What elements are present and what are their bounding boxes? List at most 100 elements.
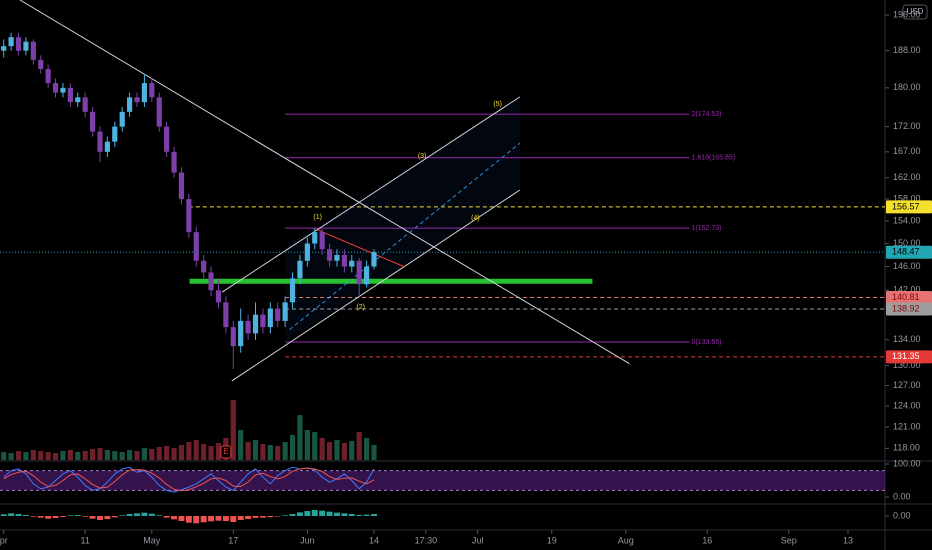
trendline [19, 0, 630, 365]
y-tick-label: 124.00 [893, 400, 921, 410]
candle-body [289, 278, 296, 303]
oscillator-band [0, 470, 885, 491]
x-tick-label: Jul [472, 535, 484, 545]
price-label-bg [886, 302, 932, 316]
histogram-bar [341, 513, 348, 516]
candle-body [252, 314, 259, 334]
candle-body [223, 302, 229, 328]
y-tick-label: 180.00 [893, 82, 921, 92]
x-tick-label: 19 [547, 535, 557, 545]
y-tick-label: 142.00 [893, 285, 921, 295]
volume-bar [1, 452, 7, 460]
histogram-bar [59, 516, 66, 517]
candle-body [8, 37, 14, 47]
histogram-bar [215, 516, 222, 521]
volume-bar [15, 451, 22, 460]
histogram-bar [208, 516, 215, 522]
x-tick-label: 16 [702, 535, 712, 545]
volume-bar [156, 447, 162, 460]
fib-label: 1(152.73) [691, 225, 721, 232]
trendline [289, 142, 521, 331]
volume-bar [171, 448, 177, 460]
price-label: 131.35 [892, 351, 920, 361]
volume-bar [215, 443, 222, 460]
volume-bar [319, 438, 325, 460]
volume-bar [363, 438, 370, 460]
volume-bar [112, 451, 118, 460]
candle-body [208, 272, 214, 291]
x-tick-label: pr [0, 535, 8, 545]
volume-bar [297, 415, 303, 460]
x-tick-label: 11 [80, 535, 89, 545]
candle-body [30, 41, 36, 60]
candle-body [178, 172, 185, 200]
volume-bar [252, 440, 259, 460]
volume-bar [349, 441, 355, 460]
histogram-bar [252, 516, 259, 518]
volume-bar [119, 452, 125, 460]
x-tick-label: 17 [228, 535, 238, 545]
volume-bar [149, 449, 155, 460]
candle-body [141, 83, 148, 103]
histogram-bar [67, 515, 74, 516]
candle-body [156, 97, 162, 127]
histogram-bar [82, 516, 89, 517]
y-tick-label: 0.00 [893, 510, 911, 520]
y-tick-label: 150.00 [893, 238, 921, 248]
y-tick-label: 130.00 [893, 360, 921, 370]
candle-body [304, 243, 310, 261]
volume-bar [238, 430, 244, 460]
candle-body [275, 308, 281, 321]
wave-label: (1) [313, 214, 322, 221]
price-label-bg [886, 350, 932, 364]
candle-body [112, 126, 118, 142]
histogram-bar [371, 514, 377, 516]
histogram-bar [245, 516, 252, 519]
candle-body [297, 260, 303, 279]
histogram-bar [104, 516, 111, 519]
volume-bar [60, 451, 66, 460]
histogram-bar [319, 510, 326, 516]
histogram-bar [0, 514, 7, 516]
candle-body [60, 87, 66, 93]
y-tick-label: 127.00 [893, 380, 921, 390]
y-tick-label: 162.00 [893, 172, 921, 182]
y-tick-label: 172.00 [893, 121, 921, 131]
candle-body [1, 46, 7, 51]
candle-body [97, 131, 103, 152]
volume-bar [356, 432, 362, 460]
volume-bar [127, 450, 133, 460]
histogram-bar [222, 516, 229, 521]
candle-body [45, 69, 51, 84]
trendline [221, 96, 521, 293]
volume-bar [312, 432, 318, 460]
histogram-bar [163, 516, 170, 518]
volume-bar [8, 453, 14, 460]
volume-bar [341, 443, 347, 460]
volume-bar [141, 448, 148, 460]
histogram-bar [97, 516, 103, 520]
histogram-bar [74, 515, 81, 516]
candle-body [127, 97, 133, 112]
price-label-bg [886, 290, 932, 304]
candle-body [215, 290, 222, 303]
wave-label: (5) [493, 101, 502, 108]
wave-label: (3) [418, 153, 427, 160]
volume-bar [186, 442, 192, 460]
volume-bar [282, 442, 288, 460]
candle-body [38, 59, 44, 70]
x-tick-label: Jun [300, 535, 315, 545]
volume-bar [30, 450, 36, 460]
histogram-bar [30, 516, 37, 517]
volume-bar [134, 451, 140, 460]
volume-bar [178, 445, 185, 460]
x-tick-label: 17:30 [415, 535, 438, 545]
histogram-bar [22, 515, 29, 516]
y-tick-label: 121.00 [893, 421, 921, 431]
volume-bar [267, 445, 273, 460]
price-label: 148.47 [892, 247, 920, 257]
x-tick-label: 14 [369, 535, 379, 545]
candle-body [193, 232, 199, 261]
histogram-bar [356, 515, 363, 516]
